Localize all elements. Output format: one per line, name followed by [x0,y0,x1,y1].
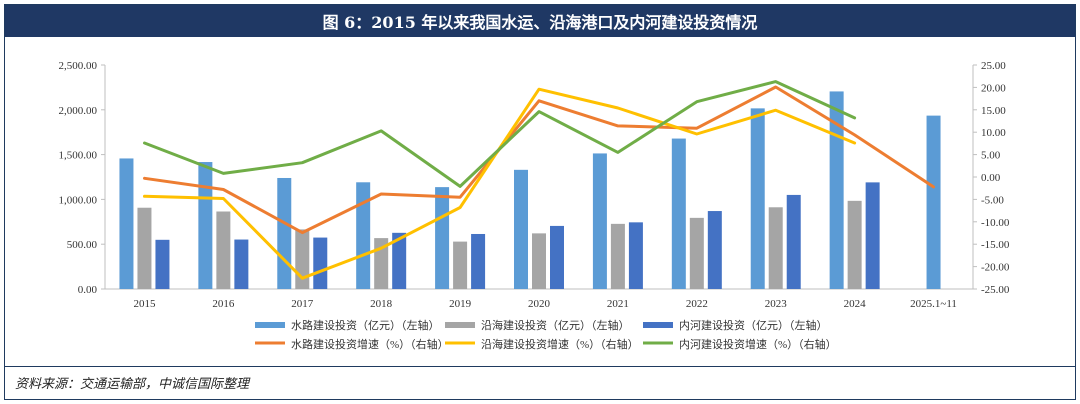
bar-coastal-2016 [216,211,231,289]
bar-inland-2015 [155,239,170,289]
bar-inland-2020 [550,225,564,289]
bar-coastal-2019 [453,241,468,289]
chart-title: 图 6：2015 年以来我国水运、沿海港口及内河建设投资情况 [5,5,1075,37]
x-tick-label: 2021 [607,298,629,310]
x-tick-label: 2020 [528,298,551,310]
x-tick-label: 2018 [370,298,393,310]
source-note: 资料来源：交通运输部，中诚信国际整理 [15,377,250,392]
bar-inland-2021 [628,222,643,289]
x-tick-label: 2019 [449,298,472,310]
bar-coastal-2023 [768,207,783,289]
legend-label: 内河建设投资（亿元）（左轴） [679,318,828,332]
right-tick-label: 0.00 [981,172,1001,184]
bar-inland-2019 [471,233,486,289]
left-tick-label: 1,500.00 [59,150,98,162]
x-tick-label: 2017 [291,298,314,310]
bar-inland-2017 [313,237,328,289]
left-tick-label: 2,000.00 [59,105,98,117]
bar-coastal-2021 [610,223,625,289]
x-tick-label: 2024 [844,298,867,310]
right-tick-label: -5.00 [981,194,1004,206]
chart-area: 0.00 500.00 1,000.00 1,500.00 2,000.00 2,500.… [59,60,1010,351]
bar-coastal-2020 [532,233,546,289]
x-tick-label: 2022 [686,298,708,310]
bar-waterway-2024 [829,91,844,289]
right-tick-label: -15.00 [981,239,1010,251]
bar-inland-2023 [786,194,801,289]
bar-waterway-2025.1~11 [926,115,941,290]
right-tick-label: 15.00 [981,105,1006,117]
bar-waterway-2019 [435,187,450,289]
bar-waterway-2022 [671,138,686,289]
x-tick-label: 2023 [765,298,788,310]
x-tick-label: 2016 [212,298,235,310]
left-tick-label: 2,500.00 [59,60,98,72]
legend-label: 水路建设投资增速（%）（右轴） [291,337,449,351]
legend-swatch [445,322,475,328]
bar-waterway-2016 [198,162,213,289]
legend-label: 水路建设投资（亿元）（左轴） [291,318,440,332]
right-tick-label: 5.00 [981,150,1001,162]
x-tick-label: 2015 [133,298,156,310]
bar-inland-2024 [865,182,880,289]
bar-coastal-2015 [137,207,152,289]
x-tick-label: 2025.1~11 [910,298,957,310]
bar-waterway-2023 [750,108,765,290]
legend-label: 内河建设投资增速（%）（右轴） [679,337,837,351]
right-tick-label: -25.00 [981,284,1010,296]
line-coastal-growth [143,87,857,280]
legend-swatch [255,322,285,328]
left-tick-label: 1,000.00 [59,194,98,206]
left-tick-label: 500.00 [67,239,98,251]
source-divider [5,366,1075,367]
bar-inland-2016 [234,239,249,289]
bar-inland-2022 [707,211,722,289]
bar-inland-2018 [392,232,407,289]
right-tick-label: -10.00 [981,217,1010,229]
right-tick-label: 10.00 [981,127,1006,139]
bar-waterway-2018 [356,182,371,289]
right-tick-label: 20.00 [981,82,1006,94]
bar-waterway-2015 [119,158,134,289]
chart-frame: 图 6：2015 年以来我国水运、沿海港口及内河建设投资情况 0.00 500.0… [4,4,1076,400]
bar-waterway-2020 [514,169,528,289]
legend-swatch [643,322,673,328]
line-inland-growth [143,80,857,188]
right-tick-label: -20.00 [981,262,1010,274]
bar-coastal-2022 [689,217,704,289]
bar-coastal-2017 [295,229,310,289]
legend-label: 沿海建设投资（亿元）（左轴） [481,318,630,332]
right-tick-label: 25.00 [981,60,1006,72]
legend-label: 沿海建设投资增速（%）（右轴） [481,337,639,351]
left-tick-label: 0.00 [78,284,98,296]
bar-coastal-2024 [847,200,862,289]
bar-waterway-2017 [277,177,292,289]
bar-waterway-2021 [592,153,607,289]
line-waterway-growth [143,85,935,235]
